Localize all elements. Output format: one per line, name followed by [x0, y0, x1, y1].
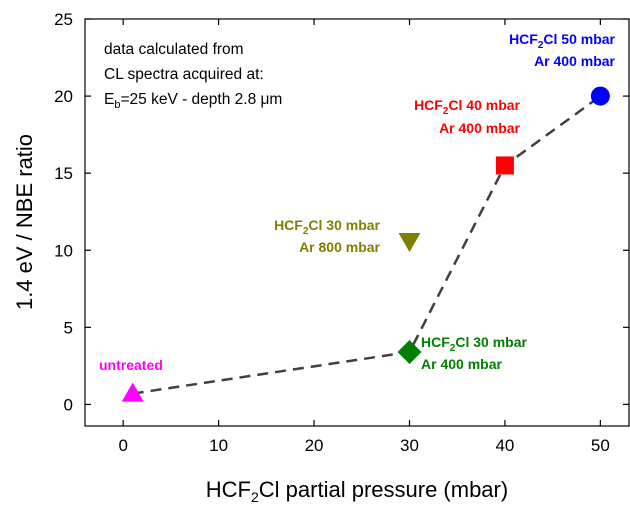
label-hcf2cl-30-ar-400-line-2: Ar 400 mbar [421, 356, 502, 372]
note-line-3-sub: b [114, 99, 120, 111]
note-line-2: CL spectra acquired at: [104, 66, 264, 83]
label-hcf2cl-30-ar-800: HCF2Cl 30 mbar Ar 800 mbar [274, 217, 380, 255]
x-tick-label-10: 10 [209, 436, 228, 455]
dashed-trend-line [132, 95, 602, 395]
label-hcf2cl-50-ar-400-line-1: HCF2Cl 50 mbar [509, 31, 615, 51]
note-line-1: data calculated from [104, 41, 244, 58]
label-hcf2cl-50-ar-400-line-2: Ar 400 mbar [534, 53, 615, 69]
y-tick-label-20: 20 [54, 87, 73, 106]
y-tick-label-5: 5 [64, 318, 73, 337]
plot-frame [84, 18, 630, 427]
label-hcf2cl-30-ar-800-line-1: HCF2Cl 30 mbar [274, 217, 380, 237]
label-untreated: untreated [99, 357, 163, 373]
x-tick-label-20: 20 [305, 436, 324, 455]
note-line-3-pre: E [104, 91, 114, 108]
note-box: data calculated from CL spectra acquired… [104, 41, 282, 111]
y-tick-label-15: 15 [54, 164, 73, 183]
label-hcf2cl-30-ar-400-line-1: HCF2Cl 30 mbar [421, 334, 527, 354]
axis-ticks: 0 10 20 30 40 50 0 5 10 15 20 25 [54, 10, 629, 455]
label-hcf2cl-40-ar-400: HCF2Cl 40 mbar Ar 400 mbar [414, 97, 520, 136]
x-tick-label-50: 50 [591, 436, 610, 455]
label-hcf2cl-30-ar-400: HCF2Cl 30 mbar Ar 400 mbar [421, 334, 527, 372]
y-tick-label-10: 10 [54, 241, 73, 260]
label-untreated-line-1: untreated [99, 357, 163, 373]
x-axis-title-sub: 2 [251, 489, 259, 505]
x-tick-label-30: 30 [400, 436, 419, 455]
data-point-3-square [495, 156, 514, 175]
y-tick-label-0: 0 [64, 395, 73, 414]
label-hcf2cl-40-ar-400-line-2: Ar 400 mbar [439, 120, 520, 136]
data-markers [121, 86, 610, 402]
x-axis-title-post: Cl partial pressure (mbar) [259, 477, 508, 502]
x-tick-label-40: 40 [495, 436, 514, 455]
label-hcf2cl-30-ar-800-line-2: Ar 800 mbar [299, 239, 380, 255]
note-line-3-post: =25 keV - depth 2.8 μm [120, 91, 282, 108]
note-line-3: Eb=25 keV - depth 2.8 μm [104, 91, 282, 111]
label-hcf2cl-40-ar-400-line-1: HCF2Cl 40 mbar [414, 97, 520, 117]
data-point-4-circle [590, 86, 610, 106]
data-point-0-triangle-up [121, 382, 144, 402]
y-tick-label-25: 25 [54, 10, 73, 29]
x-axis-title-pre: HCF [206, 477, 251, 502]
label-hcf2cl-50-ar-400: HCF2Cl 50 mbar Ar 400 mbar [509, 31, 615, 69]
y-axis-title: 1.4 eV / NBE ratio [12, 134, 37, 310]
dashed-trend-line-layer [132, 95, 602, 395]
x-axis-title: HCF2Cl partial pressure (mbar) [206, 477, 508, 505]
x-tick-label-0: 0 [118, 436, 127, 455]
data-point-2-triangle-down [398, 233, 421, 252]
data-point-1-diamond [397, 340, 422, 364]
